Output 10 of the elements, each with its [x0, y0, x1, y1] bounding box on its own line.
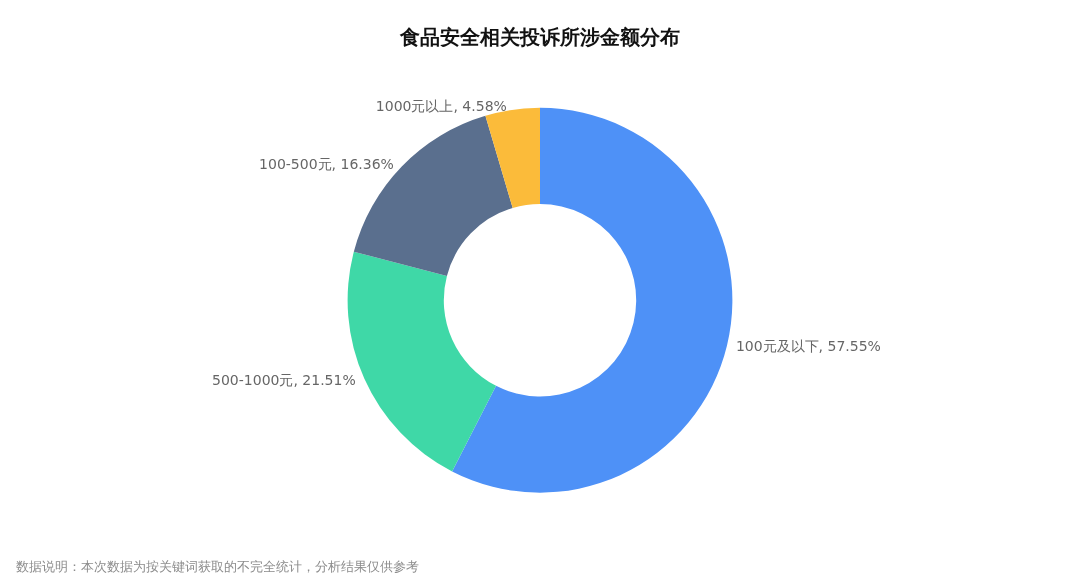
slice-label: 100元及以下 [735, 338, 819, 355]
slice-label: 100-500元 [259, 155, 332, 172]
data-label: , 21.51% [293, 372, 356, 389]
data-label: , 16.36% [331, 155, 394, 172]
chart-title: 食品安全相关投诉所涉金额分布 [399, 25, 680, 49]
data-label: , 4.58% [453, 97, 507, 114]
slice-label: 1000元以上 [375, 97, 454, 114]
data-label: , 57.55% [818, 338, 881, 355]
slice-label: 500-1000元 [212, 372, 294, 389]
text: 数据说明：本次数据为按关键词获取的不完全统计，分析结果仅供参考 [16, 559, 419, 574]
